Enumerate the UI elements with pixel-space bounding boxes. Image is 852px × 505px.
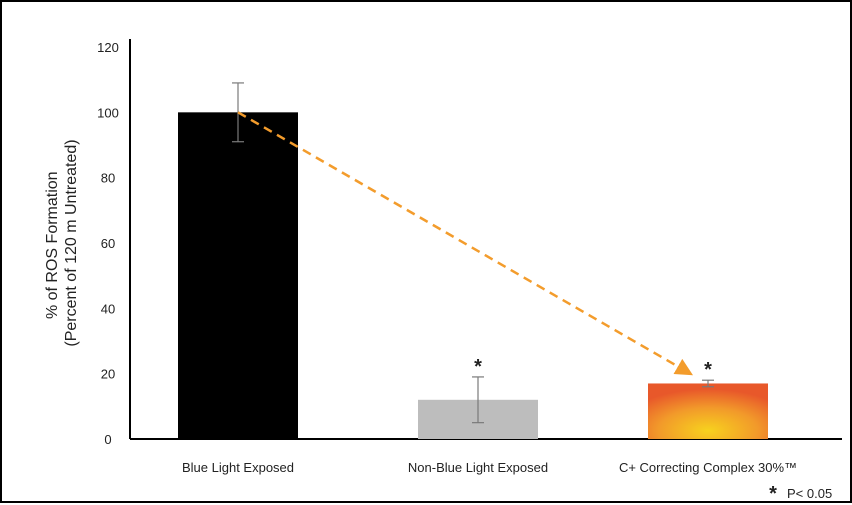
error-bars [232,82,714,424]
significance-markers: * * [474,356,712,381]
error-bar [472,376,484,424]
y-tick-label: 40 [101,301,115,316]
significance-star: * [704,359,712,381]
significance-footnote: * P< 0.05 [769,483,832,505]
bar [648,383,768,439]
footnote-text: P< 0.05 [787,486,832,501]
trend-arrow [237,111,694,376]
y-tick-label: 20 [101,367,115,382]
significance-star: * [474,356,482,378]
y-axis-title: % of ROS Formation (Percent of 120 m Unt… [44,139,80,346]
trend-arrow-line [237,111,694,376]
y-tick-labels: 0 20 40 60 80 100 120 [97,40,119,447]
y-tick-label: 60 [101,236,115,251]
y-tick-label: 0 [104,432,111,447]
category-label: C+ Correcting Complex 30%™ [619,460,797,475]
y-tick-label: 100 [97,105,119,120]
error-bar [702,379,714,388]
category-labels: Blue Light Exposed Non-Blue Light Exposed… [182,460,797,475]
footnote-symbol: * [769,483,777,505]
category-label: Non-Blue Light Exposed [408,460,548,475]
y-axis-title-line1: % of ROS Formation [44,171,61,319]
bars [178,112,768,439]
bar [178,112,298,439]
y-tick-label: 80 [101,171,115,186]
category-label: Blue Light Exposed [182,460,294,475]
y-axis-title-line2: (Percent of 120 m Untreated) [63,139,80,346]
y-tick-label: 120 [97,40,119,55]
